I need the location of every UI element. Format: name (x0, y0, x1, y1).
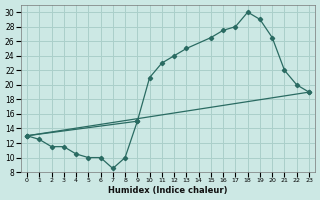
X-axis label: Humidex (Indice chaleur): Humidex (Indice chaleur) (108, 186, 228, 195)
